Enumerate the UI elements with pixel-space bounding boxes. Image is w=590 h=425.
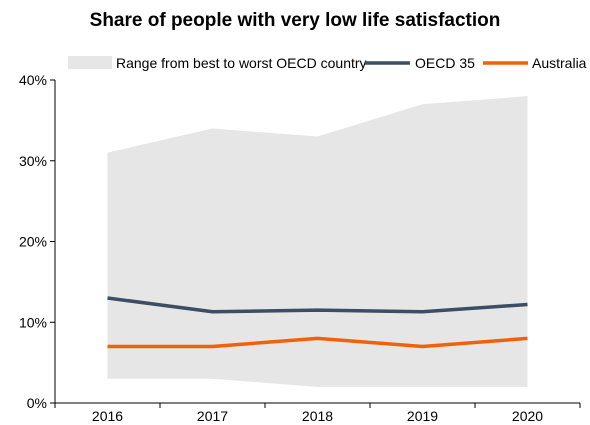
x-tick-label: 2020 bbox=[512, 408, 543, 424]
chart-title: Share of people with very low life satis… bbox=[89, 10, 501, 31]
y-tick-label: 30% bbox=[19, 153, 47, 169]
legend-label-oecd: OECD 35 bbox=[415, 55, 475, 71]
y-tick-label: 20% bbox=[19, 234, 47, 250]
x-tick-label: 2018 bbox=[302, 408, 333, 424]
series-line-australia bbox=[107, 336, 528, 349]
x-tick-label: 2017 bbox=[197, 408, 228, 424]
x-tick-label: 2016 bbox=[92, 408, 123, 424]
legend-label-australia: Australia bbox=[532, 55, 587, 71]
legend-label-range: Range from best to worst OECD country bbox=[116, 55, 367, 71]
legend-swatch-range bbox=[68, 56, 112, 69]
series-line-oecd-35 bbox=[107, 296, 528, 314]
y-tick-label: 0% bbox=[27, 395, 47, 411]
y-tick-label: 40% bbox=[19, 72, 47, 88]
y-tick-label: 10% bbox=[19, 314, 47, 330]
x-tick-label: 2019 bbox=[407, 408, 438, 424]
range-band bbox=[107, 96, 528, 387]
